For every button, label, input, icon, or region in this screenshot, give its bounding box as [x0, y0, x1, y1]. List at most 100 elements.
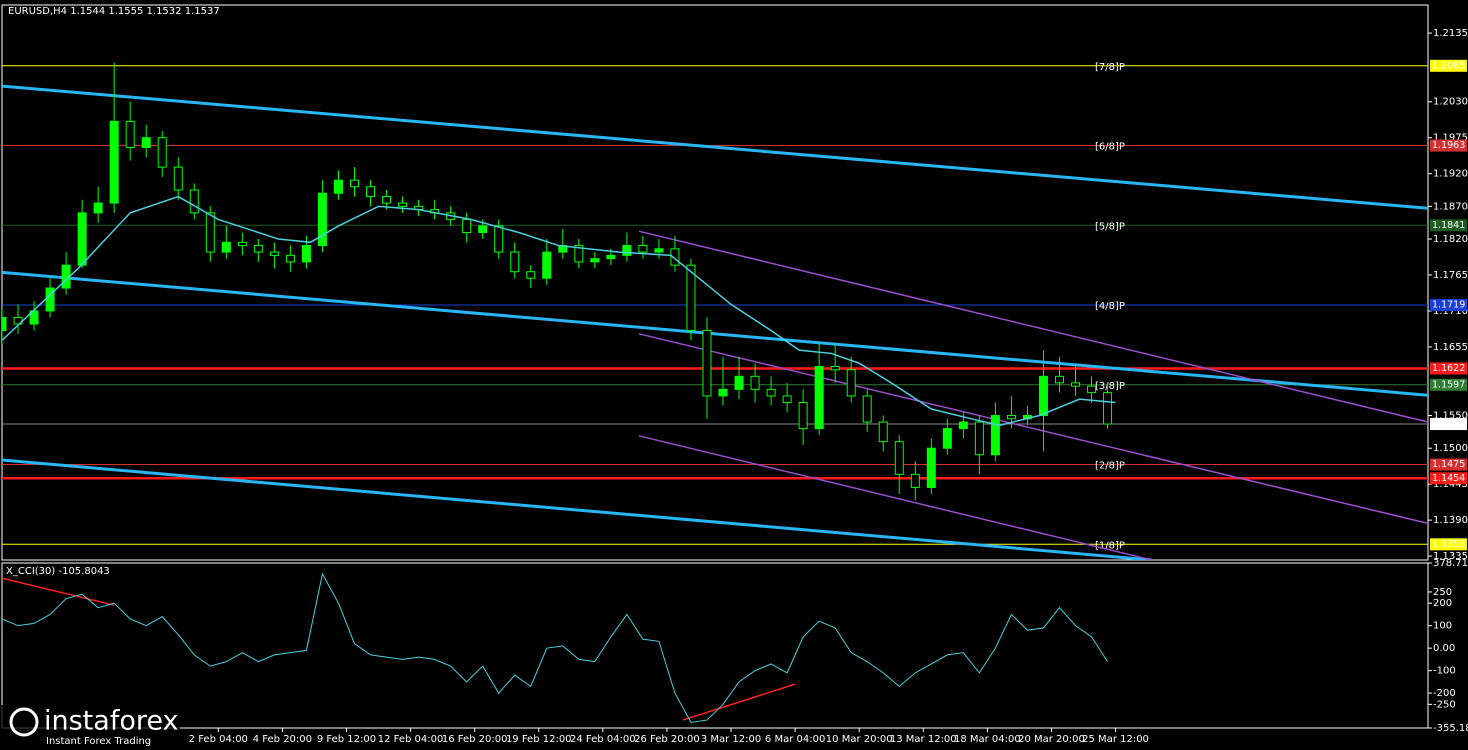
candle-body [926, 447, 936, 488]
x-tick-label: 3 Mar 12:00 [701, 734, 761, 745]
cci-plot [2, 572, 1108, 723]
candle-body [798, 401, 808, 430]
trend-line [682, 683, 796, 721]
trend-line [2, 577, 115, 606]
candle-body [1006, 415, 1016, 420]
trend-line [2, 84, 1428, 210]
candle-body [990, 415, 1000, 456]
candle-body [109, 120, 119, 204]
candle-body [77, 212, 87, 266]
cci-panel-frame [1, 562, 1429, 729]
y-tick-label: 1.1870 [1433, 201, 1468, 212]
indicator-title: X_CCI(30) -105.8043 [6, 566, 110, 577]
candle-body [93, 202, 103, 214]
candle-body [317, 192, 327, 247]
candle-body [734, 375, 744, 390]
y-tick-label: 1.1975 [1433, 133, 1468, 144]
y-tick-label: 1.1445 [1433, 479, 1468, 490]
level-label: [7/8]P [1095, 62, 1125, 73]
cci-line [2, 572, 1108, 723]
price-box [1430, 219, 1467, 232]
candle-body [349, 179, 359, 188]
price-box-label: 1.1454 [1432, 473, 1465, 484]
last-price-box [1430, 418, 1467, 431]
price-box-label: 1.1353 [1432, 539, 1465, 550]
axes: 1.2135 1.2030 1.1975 1.1920 1.1870 1.1820 1.17… [189, 28, 1468, 745]
y-tick-label: 1.1820 [1433, 234, 1468, 245]
candle-body [221, 241, 231, 253]
watermark-logo [9, 707, 39, 737]
candle-body [526, 271, 536, 279]
candle-body [622, 245, 632, 256]
candle-body [782, 395, 792, 403]
x-tick-label: 9 Feb 12:00 [317, 734, 376, 745]
price-box-label: 1.1963 [1432, 140, 1465, 151]
price-box-label: 1.2085 [1432, 60, 1465, 71]
price-box [1430, 378, 1467, 391]
main-plot: [7/8]P [6/8]P [5/8]P [4/8]P [3/8]P [2/8]P [1/8… [2, 62, 1428, 560]
x-tick-label: 10 Mar 20:00 [826, 734, 893, 745]
price-box [1430, 299, 1467, 312]
level-label: [3/8]P [1095, 381, 1125, 392]
x-tick-label: 19 Feb 12:00 [506, 734, 572, 745]
candle-body [702, 330, 712, 397]
candle-body [654, 248, 664, 253]
watermark-tagline: Instant Forex Trading [46, 736, 151, 747]
y-tick-label: 0.00 [1433, 643, 1455, 654]
candle-body [382, 196, 392, 204]
candle-body [1087, 385, 1097, 394]
candle-body [398, 202, 408, 207]
price-box [1430, 472, 1467, 485]
candle-body [366, 186, 376, 198]
x-tick-label: 12 Feb 04:00 [378, 734, 444, 745]
candle-body [958, 421, 968, 430]
candle-body [814, 366, 824, 430]
price-box [1430, 59, 1467, 72]
candle-body [638, 245, 648, 253]
price-box-label: 1.1719 [1432, 300, 1465, 311]
level-label: [4/8]P [1095, 301, 1125, 312]
candle-body [766, 388, 776, 397]
x-tick-label: 26 Feb 20:00 [634, 734, 700, 745]
candle-body [189, 189, 199, 214]
chart-title: EURUSD,H4 1.1544 1.1555 1.1532 1.1537 [8, 6, 220, 17]
x-tick-label: 16 Feb 20:00 [442, 734, 508, 745]
price-box [1430, 538, 1467, 551]
watermark-brand: instaforex [44, 706, 178, 737]
x-tick-label: 13 Mar 12:00 [890, 734, 957, 745]
y-tick-label: 378.7116 [1433, 558, 1468, 569]
main-panel-frame [1, 4, 1429, 561]
candle-body [606, 254, 616, 260]
candle-body [718, 388, 728, 397]
candle-body [494, 225, 504, 253]
price-box-label: 1.1475 [1432, 459, 1465, 470]
y-tick-label: 1.1765 [1433, 270, 1468, 281]
level-label: [2/8]P [1095, 461, 1125, 472]
trend-line [638, 333, 1428, 525]
candle-body [1054, 375, 1064, 384]
level-label: [1/8]P [1095, 540, 1125, 551]
watermark-backdrop [0, 705, 180, 750]
candle-body [2, 316, 7, 332]
candle-body [510, 251, 520, 273]
y-tick-label: 1.1920 [1433, 169, 1468, 180]
candle-body [542, 251, 552, 279]
level-label: [5/8]P [1095, 221, 1125, 232]
y-tick-label: 1.1655 [1433, 342, 1468, 353]
x-tick-label: 2 Feb 04:00 [189, 734, 248, 745]
candle-body [269, 251, 279, 256]
price-box-label: 1.1841 [1432, 220, 1465, 231]
level-label: [6/8]P [1095, 142, 1125, 153]
trend-line [638, 230, 1428, 423]
x-tick-label: 20 Mar 20:00 [1018, 734, 1085, 745]
candle-body [862, 395, 872, 423]
y-tick-label: 1.1710 [1433, 306, 1468, 317]
price-box [1430, 362, 1467, 375]
y-tick-label: 1.1500 [1433, 443, 1468, 454]
candle-body [574, 245, 584, 263]
candle-body [974, 421, 984, 456]
y-tick-label: 250 [1433, 587, 1452, 598]
price-box-label: 1.1597 [1432, 379, 1465, 390]
